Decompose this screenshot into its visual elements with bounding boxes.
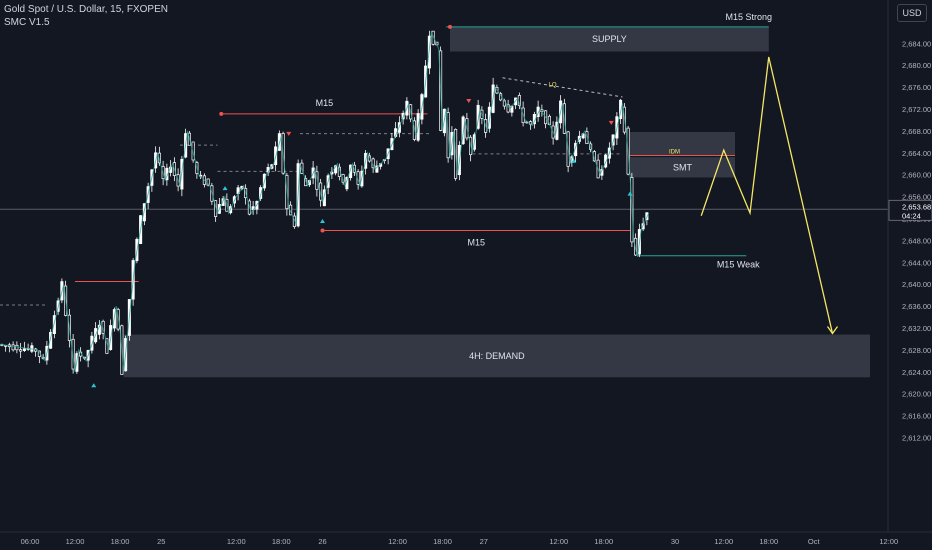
time-tick-label: 12:00 xyxy=(549,537,568,546)
time-tick-label: 25 xyxy=(157,537,165,546)
time-tick-label: 12:00 xyxy=(714,537,733,546)
structure-zigzag xyxy=(0,30,650,372)
swing-low-dot xyxy=(320,228,325,233)
zones-layer xyxy=(123,26,870,378)
level-label-strong: M15 Strong xyxy=(725,12,772,22)
time-tick-label: 12:00 xyxy=(879,537,898,546)
candle-body xyxy=(536,106,540,117)
currency-button[interactable]: USD xyxy=(897,4,927,22)
level-label-m15-top: M15 xyxy=(316,98,334,108)
liquidity-label: LQ xyxy=(548,82,556,88)
candle-body xyxy=(101,320,105,334)
candle-body xyxy=(11,344,15,351)
projection-arrowhead xyxy=(826,326,839,335)
price-tick-label: 2,684.00 xyxy=(902,39,931,48)
candle-body xyxy=(341,174,345,183)
time-tick-label: 06:00 xyxy=(21,537,40,546)
swing-high-dot xyxy=(219,111,224,116)
price-badge xyxy=(888,199,932,221)
candle-body xyxy=(604,154,608,168)
price-tick-label: 2,660.00 xyxy=(902,171,931,180)
candle-body xyxy=(619,99,623,119)
candle-body xyxy=(476,104,480,129)
time-tick-label: 12:00 xyxy=(388,537,407,546)
price-tick-label: 2,676.00 xyxy=(902,83,931,92)
projection-layer xyxy=(700,56,839,335)
chart-title: Gold Spot / U.S. Dollar, 15, FXOPEN xyxy=(4,4,168,15)
candle-body xyxy=(431,30,435,45)
level-label-m15-bottom: M15 xyxy=(467,238,485,248)
level-label-weak: M15 Weak xyxy=(717,260,760,270)
structure-layer xyxy=(0,24,650,388)
level-label-idm: IDM xyxy=(669,150,680,156)
price-tick-label: 2,644.00 xyxy=(902,258,931,267)
price-tick-label: 2,668.00 xyxy=(902,127,931,136)
zone-3 xyxy=(630,131,735,155)
price-tick-label: 2,640.00 xyxy=(902,280,931,289)
price-tick-label: 2,656.00 xyxy=(902,193,931,202)
labels-layer: SUPPLY 4H: DEMAND SMT M15 M15 M15 Strong M15 W… xyxy=(316,12,772,361)
candle-body xyxy=(19,349,23,352)
time-tick-label: 27 xyxy=(480,537,488,546)
price-badge-value: 2,653.68 xyxy=(902,202,931,211)
price-tick-label: 2,620.00 xyxy=(902,390,931,399)
zone-4 xyxy=(630,157,735,178)
time-tick-label: 18:00 xyxy=(433,537,452,546)
zone-label: 4H: DEMAND xyxy=(469,351,525,361)
price-tick-label: 2,672.00 xyxy=(902,105,931,114)
swing-down-marker xyxy=(608,120,614,125)
zone-2 xyxy=(123,334,870,378)
price-tick-label: 2,648.00 xyxy=(902,236,931,245)
dashed-level-6 xyxy=(502,77,623,98)
candle-body xyxy=(49,331,53,349)
price-tick-label: 2,664.00 xyxy=(902,149,931,158)
swing-up-marker xyxy=(320,219,325,224)
time-tick-label: 18:00 xyxy=(272,537,291,546)
swing-high-dot xyxy=(448,24,452,29)
indicator-name[interactable]: SMC V1.5 xyxy=(4,17,50,28)
candle-body xyxy=(22,348,26,351)
swing-up-marker xyxy=(571,158,577,163)
price-badge-countdown: 04:24 xyxy=(902,211,921,220)
time-tick-label: 18:00 xyxy=(594,537,613,546)
swing-down-marker xyxy=(286,131,292,136)
time-tick-label: 18:00 xyxy=(759,537,778,546)
time-tick-label: Oct xyxy=(808,537,821,546)
levels-layer xyxy=(0,26,888,306)
swing-up-marker xyxy=(91,383,97,388)
price-tick-label: 2,624.00 xyxy=(902,368,931,377)
candle-body xyxy=(555,121,559,140)
price-tick-label: 2,628.00 xyxy=(902,346,931,355)
time-tick-label: 18:00 xyxy=(111,537,130,546)
time-tick-label: 12:00 xyxy=(66,537,85,546)
price-axis-background xyxy=(888,0,932,550)
swing-up-marker xyxy=(222,186,228,191)
price-tick-label: 2,616.00 xyxy=(902,412,931,421)
candle-body xyxy=(15,344,19,351)
price-tick-label: 2,680.00 xyxy=(902,61,931,70)
time-tick-label: 30 xyxy=(671,537,679,546)
swing-up-marker xyxy=(627,191,633,196)
candle-body xyxy=(259,187,263,199)
zone-label: SMT xyxy=(673,162,693,172)
price-tick-label: 2,632.00 xyxy=(902,324,931,333)
candle-body xyxy=(611,134,615,146)
projection-path xyxy=(700,56,834,334)
zone-label: SUPPLY xyxy=(592,34,627,44)
time-tick-label: 26 xyxy=(318,537,326,546)
zone-1 xyxy=(450,26,769,52)
price-tick-label: 2,636.00 xyxy=(902,302,931,311)
swing-down-marker xyxy=(466,99,472,103)
candle-body xyxy=(319,182,323,201)
time-tick-label: 12:00 xyxy=(227,537,246,546)
price-tick-label: 2,612.00 xyxy=(902,434,931,443)
